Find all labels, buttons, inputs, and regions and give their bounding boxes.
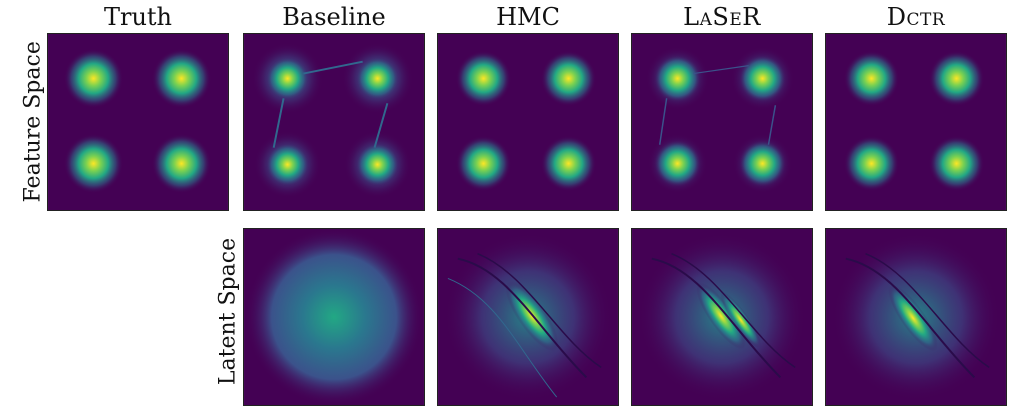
- column-title-baseline: Baseline: [282, 3, 386, 31]
- panel-hmc-feature: [437, 33, 619, 211]
- column-title-truth: Truth: [103, 3, 173, 31]
- column-title-hmc: HMC: [496, 3, 560, 31]
- panel-baseline-latent: [243, 228, 425, 406]
- row-label-feature-space: Feature Space: [20, 41, 46, 203]
- column-title-laser: LaSeR: [683, 3, 761, 31]
- panel-laser-latent: [631, 228, 813, 406]
- panel-dctr-latent: [825, 228, 1007, 406]
- panel-dctr-feature: [825, 33, 1007, 211]
- column-title-dctr: Dctr: [886, 3, 946, 31]
- row-label-latent-space: Latent Space: [215, 237, 241, 386]
- panel-laser-feature: [631, 33, 813, 211]
- panel-truth-feature: [47, 33, 229, 211]
- panel-hmc-latent: [437, 228, 619, 406]
- panel-baseline-feature: [243, 33, 425, 211]
